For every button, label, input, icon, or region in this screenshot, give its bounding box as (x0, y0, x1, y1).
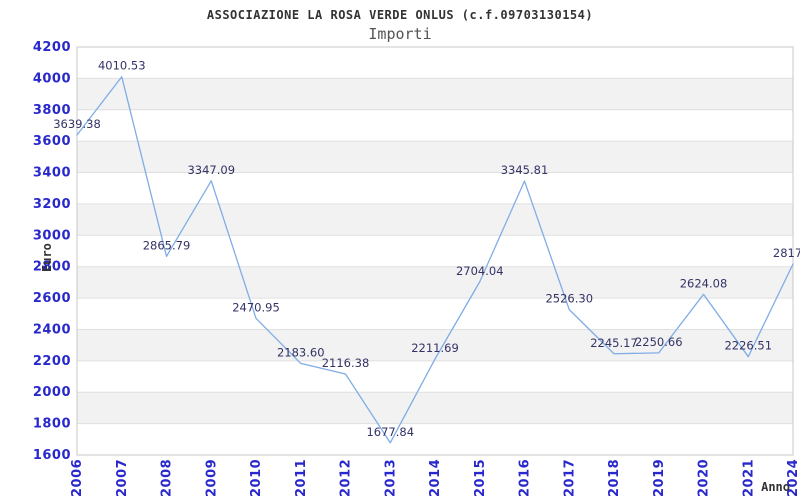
data-label: 3347.09 (187, 163, 235, 177)
data-label: 2183.60 (277, 345, 325, 359)
chart-subtitle: Importi (368, 25, 432, 43)
x-tick-label: 2014 (428, 459, 443, 497)
y-tick-label: 2800 (33, 260, 71, 275)
x-tick-label: 2006 (70, 459, 85, 497)
y-axis-title: Euro (40, 243, 54, 272)
x-tick-label: 2007 (115, 459, 130, 497)
data-label: 4010.53 (98, 59, 146, 73)
background-band (77, 266, 793, 299)
background-band (77, 141, 793, 173)
data-label: 2211.69 (411, 341, 459, 355)
background-band (77, 78, 793, 110)
x-tick-label: 2020 (697, 459, 712, 497)
x-tick-label: 2015 (473, 459, 488, 497)
y-tick-label: 2000 (33, 385, 71, 400)
data-label: 2526.30 (545, 292, 593, 306)
data-label: 2226.51 (724, 339, 772, 353)
y-tick-label: 3200 (33, 197, 71, 212)
y-tick-label: 3400 (33, 166, 71, 181)
background-band (77, 329, 793, 361)
y-tick-label: 2600 (33, 291, 71, 306)
y-tick-label: 2400 (33, 322, 71, 337)
y-tick-label: 1600 (33, 448, 71, 463)
x-tick-label: 2016 (518, 459, 533, 497)
y-tick-label: 3600 (33, 134, 71, 149)
data-label: 3639.38 (53, 117, 101, 131)
x-tick-label: 2019 (652, 459, 667, 497)
y-tick-label: 4000 (33, 71, 71, 86)
data-label: 2245.17 (590, 336, 638, 350)
y-tick-label: 1800 (33, 417, 71, 432)
x-tick-label: 2009 (204, 459, 219, 497)
data-label: 2250.66 (635, 335, 683, 349)
plot-border (76, 46, 794, 456)
data-label: 3345.81 (501, 163, 549, 177)
data-label: 2817.1 (773, 246, 800, 260)
y-tick-label: 3800 (33, 103, 71, 118)
x-tick-label: 2011 (294, 459, 309, 497)
data-line (76, 76, 794, 444)
x-tick-label: 2010 (249, 459, 264, 497)
data-label: 2865.79 (143, 238, 191, 252)
background-band (77, 392, 793, 424)
y-tick-label: 3000 (33, 228, 71, 243)
x-axis-title: Anno (761, 480, 790, 494)
x-tick-label: 2012 (339, 459, 354, 497)
data-label: 2470.95 (232, 300, 280, 314)
x-tick-label: 2018 (607, 459, 622, 497)
y-tick-label: 2200 (33, 354, 71, 369)
background-band (77, 203, 793, 236)
data-label: 1677.84 (366, 425, 414, 439)
data-label: 2704.04 (456, 264, 504, 278)
x-tick-label: 2008 (160, 459, 175, 497)
chart-title: ASSOCIAZIONE LA ROSA VERDE ONLUS (c.f.09… (206, 8, 594, 22)
y-tick-label: 4200 (33, 40, 71, 55)
data-label: 2624.08 (680, 276, 728, 290)
data-label: 2116.38 (322, 356, 370, 370)
x-tick-label: 2024 (786, 459, 800, 497)
x-tick-label: 2013 (383, 459, 398, 497)
x-tick-label: 2017 (562, 459, 577, 497)
x-tick-label: 2021 (741, 459, 756, 497)
